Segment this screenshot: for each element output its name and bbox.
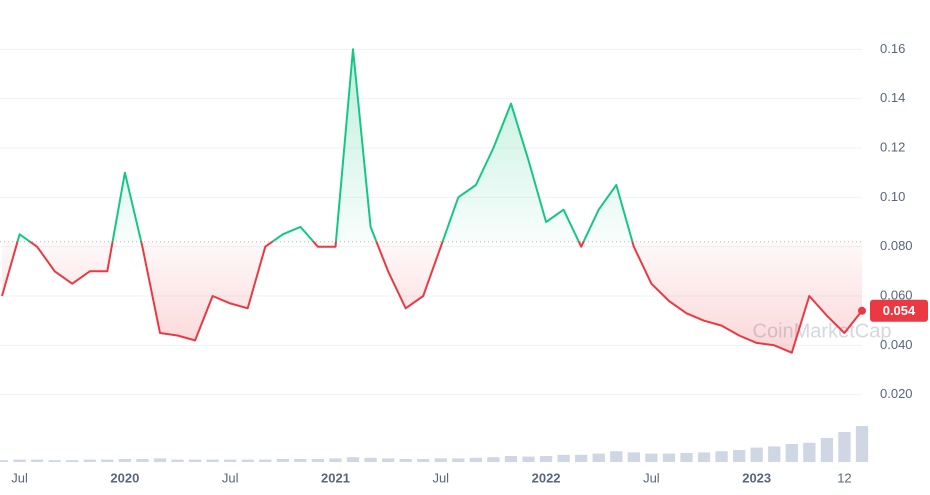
- volume-bar: [855, 426, 869, 462]
- volume-bar: [522, 456, 535, 462]
- y-tick-label: 0.12: [880, 139, 905, 154]
- volume-bar: [13, 459, 26, 462]
- volume-bar: [697, 452, 711, 462]
- volume-bar: [417, 459, 430, 462]
- volume-bar: [171, 459, 184, 462]
- volume-bar: [311, 459, 325, 462]
- volume-bar: [592, 453, 605, 462]
- volume-bar: [557, 454, 570, 462]
- price-line: [1, 48, 863, 354]
- volume-bar: [434, 458, 447, 462]
- x-tick-label: 12: [837, 470, 851, 485]
- volume-bar: [750, 447, 763, 462]
- volume-bar: [469, 457, 483, 462]
- y-tick-label: 0.060: [880, 287, 913, 302]
- volume-bar: [224, 459, 237, 462]
- x-tick-label: 2023: [742, 470, 771, 485]
- volume-bar: [785, 444, 798, 462]
- volume-bar: [662, 453, 676, 462]
- volume-bar: [259, 459, 272, 462]
- volume-bar: [539, 456, 553, 462]
- volume-bar: [241, 459, 254, 462]
- price-badge: [870, 299, 928, 322]
- price-area: [2, 49, 862, 353]
- x-tick-label: 2021: [321, 470, 350, 485]
- x-tick-label: 2020: [110, 470, 139, 485]
- volume-bar: [294, 459, 307, 462]
- x-tick-label: Jul: [11, 470, 28, 485]
- volume-bar: [329, 458, 342, 462]
- volume-bar: [803, 442, 816, 462]
- x-tick-label: Jul: [432, 470, 449, 485]
- volume-bar: [820, 438, 834, 462]
- volume-bar: [101, 459, 114, 462]
- volume-bar: [733, 450, 746, 462]
- volume-bar: [399, 459, 412, 462]
- volume-bar: [645, 453, 658, 462]
- y-tick-label: 0.020: [880, 386, 913, 401]
- volume-bar: [188, 459, 202, 462]
- volume-bar: [206, 459, 219, 462]
- volume-bar: [680, 453, 693, 462]
- volume-bar: [627, 452, 640, 462]
- volume-bar: [381, 458, 395, 462]
- volume-bar: [838, 432, 851, 462]
- volume-bar: [487, 457, 500, 462]
- volume-bar: [504, 456, 518, 462]
- volume-bar: [346, 457, 360, 462]
- x-tick-label: Jul: [643, 470, 660, 485]
- volume-bar: [48, 460, 61, 462]
- x-tick-label: Jul: [222, 470, 239, 485]
- volume-bar: [30, 459, 44, 462]
- volume-bar: [118, 459, 131, 462]
- volume-bar: [276, 459, 289, 462]
- volume-bar: [136, 459, 149, 462]
- y-tick-label: 0.040: [880, 337, 913, 352]
- volume-bar: [452, 458, 465, 462]
- volume-bar: [153, 458, 167, 462]
- volume-bar: [364, 457, 377, 462]
- volume-bar: [768, 446, 781, 462]
- volume-bar: [575, 454, 588, 462]
- volume-bar: [0, 460, 9, 462]
- volume-bar: [66, 460, 79, 462]
- price-badge-label: 0.054: [883, 303, 916, 318]
- volume-bar: [83, 459, 96, 462]
- last-price-dot: [858, 306, 866, 315]
- volume-bar: [715, 451, 728, 462]
- y-tick-label: 0.10: [880, 189, 905, 204]
- y-tick-label: 0.080: [880, 238, 913, 253]
- x-tick-label: 2022: [532, 470, 561, 485]
- y-tick-label: 0.14: [880, 90, 905, 105]
- volume-bar: [610, 451, 623, 462]
- y-tick-label: 0.16: [880, 41, 905, 56]
